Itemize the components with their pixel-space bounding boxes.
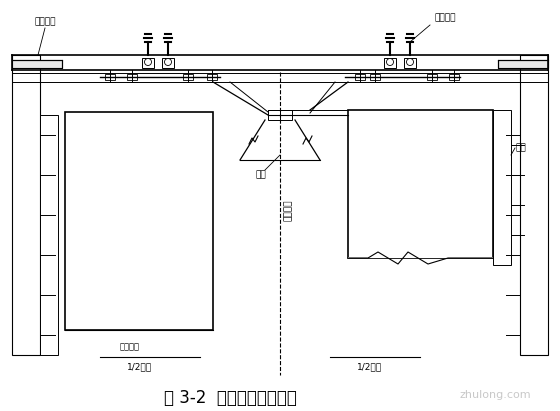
Bar bbox=[162, 58, 174, 68]
Bar bbox=[449, 74, 459, 80]
Text: 1/2墩底: 1/2墩底 bbox=[128, 362, 152, 371]
Bar bbox=[355, 74, 365, 80]
Circle shape bbox=[386, 58, 394, 65]
Bar bbox=[427, 74, 437, 80]
Bar bbox=[493, 110, 511, 265]
Bar bbox=[498, 60, 548, 68]
Circle shape bbox=[144, 58, 152, 65]
Bar bbox=[268, 110, 280, 120]
Text: 1/2墩顶: 1/2墩顶 bbox=[357, 362, 382, 371]
Text: zhulong.com: zhulong.com bbox=[459, 390, 531, 400]
Bar bbox=[105, 74, 115, 80]
Text: 图 3-2  圆端形翻模总装图: 图 3-2 圆端形翻模总装图 bbox=[164, 389, 296, 407]
Bar bbox=[127, 74, 137, 80]
Text: 模板: 模板 bbox=[515, 143, 526, 152]
Text: 吊架: 吊架 bbox=[255, 171, 266, 180]
Bar bbox=[183, 74, 193, 80]
Text: 提升系统: 提升系统 bbox=[434, 14, 456, 23]
Circle shape bbox=[165, 58, 171, 65]
Bar bbox=[280, 110, 292, 120]
Bar bbox=[348, 110, 493, 258]
Bar bbox=[384, 58, 396, 68]
Bar bbox=[370, 74, 380, 80]
Bar bbox=[12, 55, 40, 355]
Bar bbox=[40, 115, 58, 355]
Bar bbox=[12, 60, 62, 68]
Bar bbox=[404, 58, 416, 68]
Bar bbox=[142, 58, 154, 68]
Text: 承台顶面: 承台顶面 bbox=[120, 342, 140, 351]
Bar bbox=[65, 112, 213, 330]
Text: 作业平台: 作业平台 bbox=[34, 18, 56, 26]
Bar bbox=[348, 257, 493, 258]
Circle shape bbox=[407, 58, 413, 65]
Bar bbox=[207, 74, 217, 80]
Text: 截面中线: 截面中线 bbox=[284, 199, 293, 221]
Bar bbox=[520, 55, 548, 355]
